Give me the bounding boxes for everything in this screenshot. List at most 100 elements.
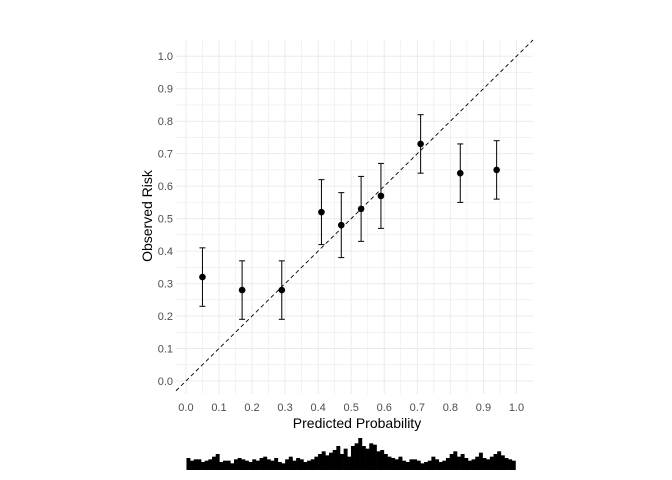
y-tick-label: 0.8 [158, 116, 173, 128]
y-tick-label: 0.5 [158, 214, 173, 226]
histogram-bar [219, 462, 224, 470]
data-points [199, 140, 500, 294]
histogram-bar [453, 451, 458, 470]
histogram-bar [318, 454, 323, 470]
histogram-bar [493, 454, 498, 470]
y-tick-label: 0.0 [158, 376, 173, 388]
histogram-bar [233, 459, 238, 470]
y-tick-label: 0.4 [158, 246, 173, 258]
histogram-bar [336, 446, 341, 470]
x-tick-label: 0.9 [476, 402, 491, 414]
y-tick-label: 0.1 [158, 344, 173, 356]
x-tick-label: 0.0 [178, 402, 193, 414]
histogram-bar [431, 456, 436, 470]
grid-lines [176, 40, 533, 394]
x-tick-label: 0.2 [244, 402, 259, 414]
histogram-bar [358, 438, 363, 470]
histogram-bar [464, 458, 469, 470]
histogram-bar [442, 460, 447, 470]
histogram-bar [361, 446, 366, 470]
histogram-bar [266, 459, 271, 470]
histogram-bar [398, 456, 403, 470]
histogram-bar [215, 454, 220, 470]
histogram-bar [449, 454, 454, 470]
histogram-bar [190, 460, 195, 470]
histogram-bar [332, 450, 337, 470]
histogram-bar [310, 459, 315, 470]
histogram-bar [427, 460, 432, 470]
y-tick-label: 0.9 [158, 84, 173, 96]
histogram-bar [263, 456, 268, 470]
histogram-bar [365, 448, 370, 470]
histogram-bar [226, 460, 231, 470]
histogram-bar [413, 459, 418, 470]
histogram-bar [489, 456, 494, 470]
histogram-bar [350, 446, 355, 470]
histogram-bar [467, 460, 472, 470]
histogram-bar [394, 459, 399, 470]
histogram-bar [369, 443, 374, 470]
y-tick-label: 0.6 [158, 181, 173, 193]
x-tick-label: 1.0 [509, 402, 524, 414]
histogram-bar [314, 456, 319, 470]
histogram-bar [292, 460, 297, 470]
x-tick-label: 0.7 [410, 402, 425, 414]
data-point [357, 205, 365, 213]
histogram-bar [402, 460, 407, 470]
histogram-bar [237, 458, 242, 470]
histogram-bar [201, 462, 206, 470]
histogram-bar [354, 443, 359, 470]
histogram-bar [252, 459, 257, 470]
y-tick-label: 1.0 [158, 51, 173, 63]
histogram-bar [299, 459, 304, 470]
x-tick-labels: 0.0 0.1 0.2 0.3 0.4 0.5 0.6 0.7 0.8 0.9 1.0 [178, 402, 524, 414]
histogram-bar [482, 458, 487, 470]
data-point [417, 140, 424, 148]
histogram-bar [303, 462, 308, 470]
data-point [238, 286, 246, 294]
prediction-histogram [186, 438, 516, 470]
histogram-bar [248, 462, 253, 470]
histogram-bar [387, 456, 392, 470]
histogram-bar [372, 444, 377, 470]
histogram-bar [435, 459, 439, 470]
histogram-bar [471, 459, 476, 470]
histogram-bar [186, 458, 191, 470]
data-point [199, 273, 206, 281]
histogram-bar [339, 454, 344, 470]
histogram-bar [204, 460, 209, 470]
x-axis-title: Predicted Probability [293, 415, 421, 431]
data-point [337, 221, 345, 229]
y-axis-title: Observed Risk [139, 169, 155, 262]
histogram-bar [325, 455, 330, 470]
histogram-bar [212, 456, 216, 470]
histogram-bar [504, 458, 509, 470]
histogram-bar [208, 459, 213, 470]
histogram-bar [223, 460, 227, 470]
reference-line-dashed [175, 39, 534, 392]
histogram-bar [508, 459, 513, 470]
data-point [278, 286, 286, 294]
x-tick-label: 0.3 [277, 402, 292, 414]
x-tick-label: 0.8 [443, 402, 458, 414]
histogram-bar [255, 460, 260, 470]
histogram-bar [193, 459, 198, 470]
reference-line [175, 39, 534, 392]
histogram-bar [347, 456, 352, 470]
x-tick-label: 0.6 [377, 402, 392, 414]
histogram-bar [281, 463, 286, 470]
histogram-bar [307, 460, 312, 470]
histogram-bar [244, 460, 249, 470]
histogram-bar [277, 462, 282, 470]
histogram-bar [329, 452, 333, 470]
histogram-bar [424, 462, 429, 470]
histogram-bar [383, 454, 388, 470]
data-point [318, 208, 325, 216]
histogram-bar [486, 459, 491, 470]
data-point [493, 166, 500, 174]
y-tick-label: 0.3 [158, 279, 173, 291]
histogram-bar [274, 458, 279, 470]
histogram-bar [511, 460, 516, 470]
histogram-bar [405, 462, 410, 470]
